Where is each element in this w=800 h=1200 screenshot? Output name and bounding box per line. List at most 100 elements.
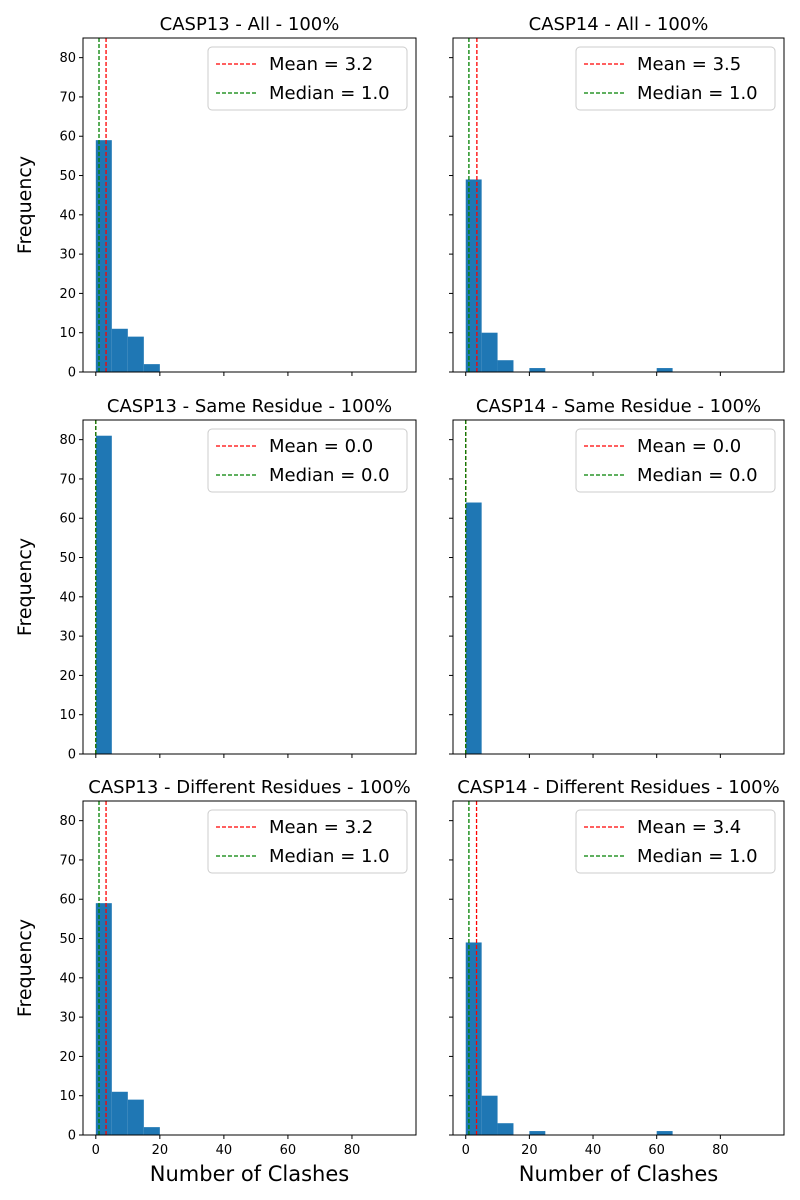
legend-box: [575, 809, 776, 874]
axes-frame: [82, 800, 417, 1136]
axes-frame: [452, 419, 785, 755]
axes-frame: [82, 37, 417, 373]
legend: Mean = 3.4 Median = 1.0: [575, 809, 776, 874]
legend-median-label: Median = 0.0: [269, 465, 390, 486]
histogram-bar: [143, 1127, 160, 1135]
x-tick-label: 0: [462, 1143, 470, 1158]
histogram-bar: [465, 942, 482, 1135]
histogram-bar: [465, 179, 482, 372]
x-tick-label: 60: [648, 1143, 665, 1158]
histogram-bar: [497, 360, 514, 372]
axes-frame: [82, 419, 417, 755]
histogram-bar: [111, 1091, 128, 1135]
y-tick-label: 10: [59, 708, 76, 723]
legend: Mean = 3.2 Median = 1.0: [207, 46, 408, 111]
x-tick-label: 80: [344, 1143, 361, 1158]
histogram-bar: [143, 364, 160, 372]
x-axis-label: Number of Clashes: [519, 1162, 718, 1186]
y-tick-label: 50: [59, 932, 76, 947]
y-tick-label: 0: [68, 366, 76, 381]
y-tick-label: 50: [59, 169, 76, 184]
histogram-bar: [481, 1095, 498, 1135]
y-tick-label: 40: [59, 590, 76, 605]
histogram-bar: [529, 1131, 546, 1135]
subplot-title: CASP13 - All - 100%: [160, 14, 340, 35]
y-tick-label: 20: [59, 669, 76, 684]
y-tick-label: 10: [59, 326, 76, 341]
legend: Mean = 3.2 Median = 1.0: [207, 809, 408, 874]
y-tick-label: 60: [59, 893, 76, 908]
y-tick-label: 60: [59, 130, 76, 145]
y-tick-label: 80: [59, 814, 76, 829]
histogram-bar: [95, 140, 112, 372]
y-tick-label: 70: [59, 90, 76, 105]
y-tick-label: 70: [59, 472, 76, 487]
histogram-bar: [127, 336, 144, 372]
legend-mean-label: Mean = 3.2: [269, 54, 373, 75]
subplot-title: CASP13 - Different Residues - 100%: [88, 777, 410, 798]
y-tick-label: 70: [59, 853, 76, 868]
histogram-bar: [481, 332, 498, 372]
legend-mean-label: Mean = 3.2: [269, 817, 373, 838]
y-tick-label: 60: [59, 512, 76, 527]
histogram-bar: [95, 435, 112, 754]
x-tick-label: 20: [521, 1143, 538, 1158]
legend: Mean = 0.0 Median = 0.0: [207, 428, 408, 493]
x-tick-label: 20: [152, 1143, 169, 1158]
x-tick-label: 40: [216, 1143, 233, 1158]
legend-mean-label: Mean = 3.4: [637, 817, 741, 838]
y-tick-label: 0: [68, 1129, 76, 1144]
legend-box: [207, 46, 408, 111]
legend-median-label: Median = 1.0: [269, 846, 390, 867]
legend: Mean = 0.0 Median = 0.0: [575, 428, 776, 493]
legend-box: [575, 428, 776, 493]
x-axis-label: Number of Clashes: [150, 1162, 349, 1186]
axes-frame: [452, 800, 785, 1136]
subplot-2: CASP14 - All - 100% Mean = 3.5 Median = 1.…: [449, 14, 785, 376]
histogram-bar: [95, 903, 112, 1135]
y-tick-label: 40: [59, 971, 76, 986]
histogram-bar: [127, 1099, 144, 1135]
histogram-bar: [529, 368, 546, 372]
y-tick-label: 80: [59, 433, 76, 448]
y-axis-label: Frequency: [14, 156, 36, 254]
y-tick-label: 20: [59, 1050, 76, 1065]
histogram-bar: [465, 502, 482, 754]
legend: Mean = 3.5 Median = 1.0: [575, 46, 776, 111]
x-tick-label: 80: [712, 1143, 729, 1158]
y-tick-label: 10: [59, 1089, 76, 1104]
x-tick-label: 40: [585, 1143, 602, 1158]
histogram-bar: [656, 1131, 673, 1135]
y-axis-label: Frequency: [14, 538, 36, 636]
legend-box: [575, 46, 776, 111]
y-axis-label: Frequency: [14, 919, 36, 1017]
subplot-4: CASP14 - Same Residue - 100%Mean = 0.0Me…: [449, 396, 785, 758]
histogram-bar: [497, 1123, 514, 1135]
legend-median-label: Median = 1.0: [637, 846, 758, 867]
y-tick-label: 40: [59, 208, 76, 223]
y-tick-label: 30: [59, 1011, 76, 1026]
legend-median-label: Median = 1.0: [637, 83, 758, 104]
subplot-3: 0 10 20 30 40 50 60 70 80 CASP13 - Same Residue -…: [14, 396, 417, 763]
subplot-title: CASP14 - All - 100%: [529, 14, 709, 35]
y-tick-label: 50: [59, 551, 76, 566]
x-tick-label: 0: [92, 1143, 100, 1158]
x-tick-label: 60: [280, 1143, 297, 1158]
histogram-bar: [656, 368, 673, 372]
y-tick-label: 30: [59, 630, 76, 645]
legend-mean-label: Mean = 0.0: [637, 436, 741, 457]
legend-mean-label: Mean = 0.0: [269, 436, 373, 457]
subplot-6: 0 20 40 60 80 CASP14 - Different Residues - 1…: [449, 777, 785, 1186]
y-tick-label: 20: [59, 287, 76, 302]
histogram-bar: [111, 328, 128, 372]
subplot-title: CASP13 - Same Residue - 100%: [107, 396, 392, 417]
subplot-title: CASP14 - Same Residue - 100%: [476, 396, 761, 417]
legend-median-label: Median = 0.0: [637, 465, 758, 486]
legend-box: [207, 809, 408, 874]
y-tick-label: 30: [59, 248, 76, 263]
y-tick-label: 0: [68, 748, 76, 763]
legend-mean-label: Mean = 3.5: [637, 54, 741, 75]
legend-box: [207, 428, 408, 493]
axes-frame: [452, 37, 785, 373]
